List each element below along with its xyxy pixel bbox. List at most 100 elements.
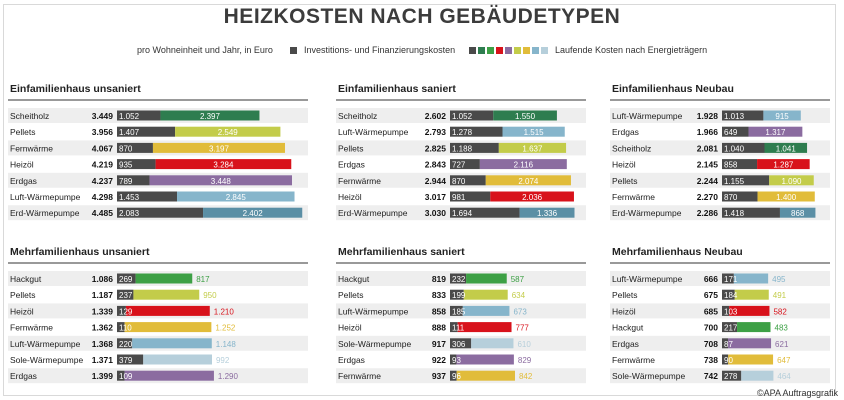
- bar-invest-label: 1.418: [724, 209, 745, 218]
- row-band: [610, 368, 830, 384]
- row-label: Heizöl: [338, 323, 362, 333]
- bar-invest-label: 870: [452, 177, 466, 186]
- row-band: [610, 287, 830, 303]
- bar-invest-label: 90: [724, 356, 733, 365]
- chart-panel: Einfamilienhaus saniert Scheitholz 2.602 1.…: [336, 83, 586, 221]
- bar-running-label: 1.287: [773, 161, 794, 170]
- row-total: 1.399: [92, 371, 114, 381]
- bar-invest-label: 1.407: [119, 128, 140, 137]
- bar-invest: [450, 159, 480, 170]
- bar-invest: [450, 207, 520, 218]
- row-band: [610, 319, 830, 335]
- row-label: Heizöl: [338, 192, 362, 202]
- bar-running-label: 2.845: [226, 193, 247, 202]
- bar-running: [177, 191, 295, 202]
- bar-invest: [722, 175, 770, 186]
- bar-invest-label: 1.694: [452, 209, 473, 218]
- row-total: 4.485: [92, 208, 114, 218]
- bar-invest: [722, 110, 764, 121]
- legend-swatch: [523, 46, 530, 54]
- bar-invest-label: 111: [452, 324, 465, 333]
- bar-running: [728, 354, 774, 365]
- row-total: 937: [432, 371, 446, 381]
- row-label: Pellets: [338, 290, 364, 300]
- row-band: [610, 271, 830, 286]
- row-label: Heizöl: [612, 160, 636, 170]
- bar-running: [779, 207, 816, 218]
- bar-invest: [117, 191, 178, 202]
- bar-running: [456, 354, 514, 365]
- bar-running-label: 842: [519, 372, 533, 381]
- bar-invest-label: 870: [119, 144, 133, 153]
- bar-running: [135, 273, 193, 284]
- bar-invest-label: 649: [724, 128, 738, 137]
- bar-invest: [450, 273, 467, 284]
- row-label: Pellets: [10, 127, 36, 137]
- legend-running: Laufende Kosten nach Energieträgern: [469, 45, 707, 55]
- bar-invest: [722, 322, 738, 333]
- bar-running-label: 587: [511, 275, 525, 284]
- legend-swatch: [469, 46, 476, 54]
- bar-running: [463, 289, 508, 300]
- row-total: 1.339: [92, 306, 114, 316]
- bar-running: [466, 273, 507, 284]
- row-total: 2.270: [697, 192, 719, 202]
- bar-invest: [722, 338, 729, 349]
- row-label: Fernwärme: [612, 192, 655, 202]
- legend-invest-label: Investitions- und Finanzierungskosten: [304, 45, 456, 55]
- row-total: 700: [704, 323, 718, 333]
- chart-panel: Mehrfamilienhaus Neubau Luft-Wärmepumpe 66…: [610, 246, 830, 384]
- bar-running: [124, 370, 214, 381]
- row-total: 1.368: [92, 339, 114, 349]
- chart-frame: [3, 4, 836, 396]
- legend-swatch: [514, 46, 521, 54]
- row-total: 4.237: [92, 176, 114, 186]
- row-total: 1.187: [92, 290, 114, 300]
- row-total: 1.362: [92, 323, 114, 333]
- row-label: Luft-Wärmepumpe: [612, 274, 683, 284]
- bar-invest: [450, 142, 499, 153]
- row-label: Erdgas: [10, 371, 37, 381]
- row-label: Heizöl: [10, 160, 34, 170]
- row-total: 4.067: [92, 143, 114, 153]
- bar-invest: [450, 305, 463, 316]
- row-total: 3.017: [425, 192, 447, 202]
- row-label: Pellets: [10, 290, 36, 300]
- bar-invest: [117, 126, 176, 137]
- bar-running: [498, 142, 567, 153]
- row-label: Fernwärme: [10, 143, 53, 153]
- bar-invest-label: 1.052: [119, 112, 140, 121]
- legend-swatch: [505, 46, 512, 54]
- bar-running-label: 495: [772, 275, 786, 284]
- row-total: 819: [432, 274, 446, 284]
- chart-panel: Einfamilienhaus unsaniert Scheitholz 3.449…: [8, 83, 308, 221]
- bar-running-label: 2.074: [518, 177, 539, 186]
- bar-invest: [450, 370, 457, 381]
- bar-invest-label: 232: [452, 275, 466, 284]
- bar-running: [769, 175, 814, 186]
- row-total: 675: [704, 290, 718, 300]
- bar-invest-label: 110: [119, 324, 132, 333]
- bar-running-label: 817: [196, 275, 210, 284]
- panel-title: Mehrfamilienhaus saniert: [338, 246, 465, 258]
- bar-running: [728, 338, 772, 349]
- row-total: 666: [704, 274, 718, 284]
- row-total: 4.219: [92, 160, 114, 170]
- bar-invest-label: 96: [452, 372, 461, 381]
- bar-invest-label: 1.453: [119, 193, 140, 202]
- bar-invest: [722, 207, 780, 218]
- bar-invest-label: 199: [452, 291, 466, 300]
- row-total: 1.966: [697, 127, 719, 137]
- bar-running-label: 1.317: [765, 128, 786, 137]
- bar-running-label: 483: [775, 324, 789, 333]
- bar-invest: [722, 159, 758, 170]
- bar-running: [132, 338, 212, 349]
- bar-running: [729, 305, 770, 316]
- row-total: 858: [432, 306, 446, 316]
- row-label: Erd-Wärmepumpe: [10, 208, 80, 218]
- row-label: Luft-Wärmepumpe: [338, 127, 409, 137]
- bar-running-label: 621: [775, 340, 789, 349]
- bar-invest: [722, 191, 758, 202]
- bar-invest-label: 1.052: [452, 112, 473, 121]
- row-label: Scheitholz: [338, 111, 377, 121]
